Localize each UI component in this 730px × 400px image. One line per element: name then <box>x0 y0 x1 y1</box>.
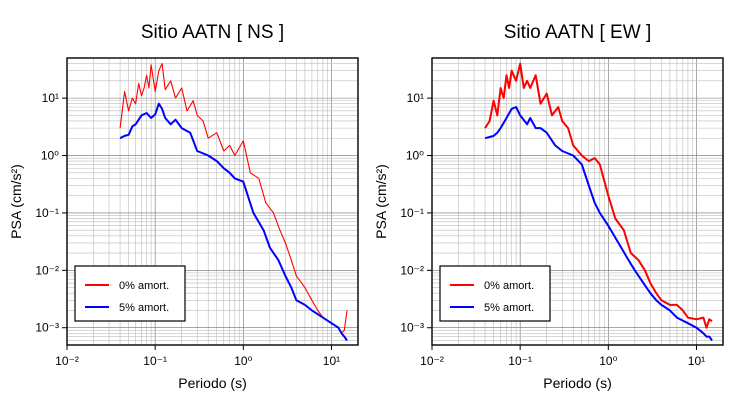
x-tick-label: 10⁻¹ <box>143 354 167 368</box>
x-tick-label: 10⁻² <box>55 354 79 368</box>
chart-title: Sitio AATN [ EW ] <box>504 22 651 43</box>
y-tick-label: 10⁻² <box>400 263 424 277</box>
y-tick-label: 10¹ <box>407 91 424 105</box>
legend: 0% amort. 5% amort. <box>439 265 551 322</box>
x-tick-label: 10⁰ <box>599 354 617 368</box>
y-axis-label: PSA (cm/s²) <box>8 164 24 239</box>
series-line-damped <box>484 106 713 342</box>
legend-label: 5% amort. <box>484 302 534 314</box>
chart-title: Sitio AATN [ NS ] <box>141 22 284 43</box>
x-axis-label: Periodo (s) <box>178 375 246 391</box>
x-tick-label: 10¹ <box>323 354 340 368</box>
x-axis-label: Periodo (s) <box>543 375 611 391</box>
y-tick-label: 10⁻³ <box>35 321 59 335</box>
legend: 0% amort. 5% amort. <box>74 265 186 322</box>
x-tick-label: 10⁻² <box>420 354 444 368</box>
series-line-damped <box>119 102 348 342</box>
legend-label: 5% amort. <box>119 302 169 314</box>
x-tick-label: 10⁻¹ <box>508 354 532 368</box>
chart-panel-ns: 10⁻² 10⁻¹ 10⁰ 10¹ 10⁻³ 10⁻² 10⁻¹ 10⁰ 10¹ Sitio AA… <box>8 22 359 391</box>
y-tick-label: 10⁰ <box>406 149 424 163</box>
y-tick-label: 10⁰ <box>41 149 59 163</box>
series-line-undamped <box>484 62 713 329</box>
y-axis-label: PSA (cm/s²) <box>373 164 389 239</box>
y-tick-label: 10⁻¹ <box>35 206 59 220</box>
y-tick-label: 10⁻¹ <box>400 206 424 220</box>
plot-frame <box>66 57 359 346</box>
y-tick-label: 10⁻² <box>35 263 59 277</box>
legend-label: 0% amort. <box>484 280 534 292</box>
legend-label: 0% amort. <box>119 280 169 292</box>
chart-panel-ew: 10⁻² 10⁻¹ 10⁰ 10¹ 10⁻³ 10⁻² 10⁻¹ 10⁰ 10¹ Sitio AA… <box>373 22 724 391</box>
x-tick-label: 10⁰ <box>234 354 252 368</box>
y-tick-label: 10⁻³ <box>400 321 424 335</box>
legend-box <box>74 265 186 322</box>
x-tick-label: 10¹ <box>688 354 705 368</box>
series-line-undamped <box>119 63 348 334</box>
legend-box <box>439 265 551 322</box>
y-tick-label: 10¹ <box>42 91 59 105</box>
plot-frame <box>431 57 724 346</box>
